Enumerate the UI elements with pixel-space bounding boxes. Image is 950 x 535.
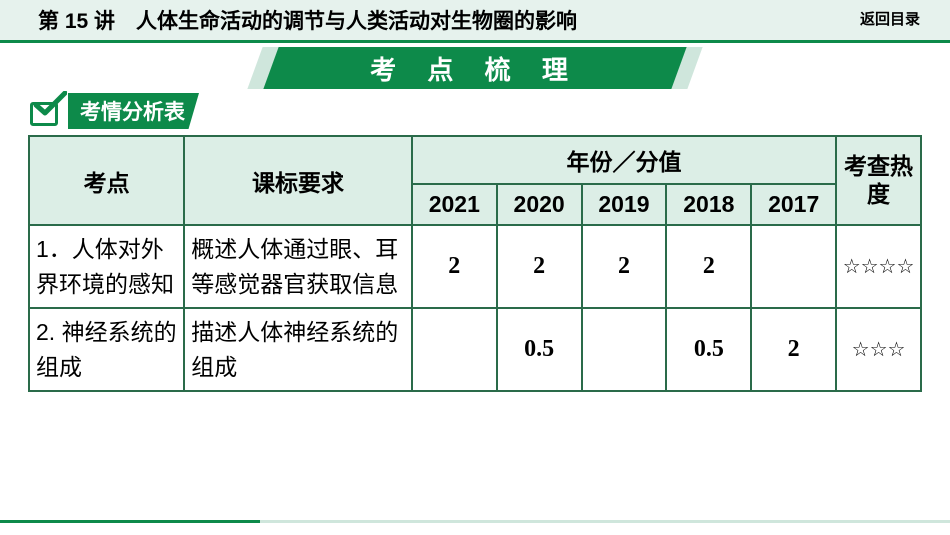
- table-row: 1．人体对外界环境的感知 概述人体通过眼、耳等感觉器官获取信息 2 2 2 2 …: [29, 225, 921, 308]
- footer-divider: [0, 520, 950, 525]
- cell-2020: 0.5: [497, 308, 582, 391]
- lesson-title: 第 15 讲 人体生命活动的调节与人类活动对生物圈的影响: [0, 5, 577, 35]
- analysis-table-wrap: 考点 课标要求 年份／分值 考查热度 2021 2020 2019 2018 2…: [28, 135, 922, 392]
- hdr-heat: 考查热度: [836, 136, 921, 225]
- hdr-2017: 2017: [751, 184, 836, 225]
- checkmark-icon: [28, 94, 66, 128]
- cell-2018: 2: [666, 225, 751, 308]
- header-underline: [0, 40, 950, 43]
- cell-heat: ☆☆☆: [836, 308, 921, 391]
- cell-2019: [582, 308, 667, 391]
- cell-2020: 2: [497, 225, 582, 308]
- hdr-year-score: 年份／分值: [412, 136, 836, 184]
- cell-2017: [751, 225, 836, 308]
- cell-kaodian: 1．人体对外界环境的感知: [29, 225, 184, 308]
- cell-2021: [412, 308, 497, 391]
- cell-2021: 2: [412, 225, 497, 308]
- section-badge: 考情分析表: [68, 93, 199, 129]
- analysis-table: 考点 课标要求 年份／分值 考查热度 2021 2020 2019 2018 2…: [28, 135, 922, 392]
- hdr-kebiao: 课标要求: [184, 136, 412, 225]
- cell-kebiao: 描述人体神经系统的组成: [184, 308, 412, 391]
- cell-heat: ☆☆☆☆: [836, 225, 921, 308]
- cell-2019: 2: [582, 225, 667, 308]
- banner: 考 点 梳 理: [0, 47, 950, 89]
- header-bar: 第 15 讲 人体生命活动的调节与人类活动对生物圈的影响 返回目录: [0, 0, 950, 40]
- hdr-2019: 2019: [582, 184, 667, 225]
- cell-2018: 0.5: [666, 308, 751, 391]
- cell-kebiao: 概述人体通过眼、耳等感觉器官获取信息: [184, 225, 412, 308]
- hdr-2020: 2020: [497, 184, 582, 225]
- banner-text: 考 点 梳 理: [370, 50, 580, 87]
- table-header-row-1: 考点 课标要求 年份／分值 考查热度: [29, 136, 921, 184]
- table-row: 2. 神经系统的组成 描述人体神经系统的组成 0.5 0.5 2 ☆☆☆: [29, 308, 921, 391]
- back-link[interactable]: 返回目录: [860, 8, 920, 29]
- section-badge-row: 考情分析表: [28, 93, 950, 129]
- hdr-2018: 2018: [666, 184, 751, 225]
- cell-2017: 2: [751, 308, 836, 391]
- cell-kaodian: 2. 神经系统的组成: [29, 308, 184, 391]
- hdr-2021: 2021: [412, 184, 497, 225]
- hdr-kaodian: 考点: [29, 136, 184, 225]
